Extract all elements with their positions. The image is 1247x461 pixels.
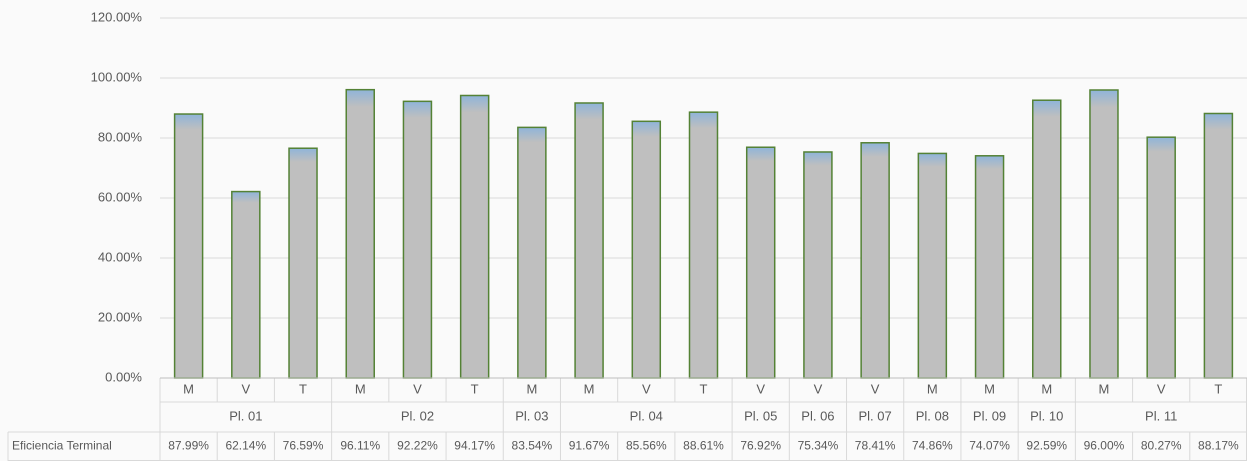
x-tick-label: V	[241, 381, 250, 396]
group-label: Pl. 05	[744, 408, 777, 423]
x-tick-label: V	[756, 381, 765, 396]
x-tick-label: M	[183, 381, 194, 396]
y-tick-label: 100.00%	[91, 69, 143, 84]
bar	[517, 126, 547, 379]
bar	[402, 100, 433, 379]
bar	[574, 102, 604, 379]
y-tick-label: 80.00%	[98, 129, 143, 144]
data-table-value: 91.67%	[569, 439, 610, 453]
group-label: Pl. 03	[515, 408, 548, 423]
group-label: Pl. 01	[229, 408, 262, 423]
data-table-value: 96.11%	[340, 439, 380, 453]
bar	[860, 142, 890, 379]
data-table-value: 92.22%	[397, 439, 438, 453]
bar	[1146, 136, 1176, 379]
x-tick-label: T	[700, 381, 708, 396]
data-table-value: 74.07%	[969, 439, 1010, 453]
x-tick-label: V	[642, 381, 651, 396]
x-tick-label: M	[1099, 381, 1110, 396]
data-table-value: 62.14%	[225, 439, 266, 453]
bar	[745, 146, 776, 379]
group-label: Pl. 06	[801, 408, 834, 423]
x-tick-label: T	[299, 381, 307, 396]
x-tick-label: M	[526, 381, 537, 396]
data-table-value: 75.34%	[798, 439, 839, 453]
x-tick-label: T	[1214, 381, 1222, 396]
y-tick-label: 0.00%	[105, 369, 142, 384]
data-table-value: 92.59%	[1026, 439, 1067, 453]
data-table-value: 78.41%	[855, 439, 896, 453]
bar	[917, 152, 948, 379]
x-tick-label: M	[984, 381, 995, 396]
group-label: Pl. 09	[973, 408, 1006, 423]
data-table-value: 85.56%	[626, 439, 667, 453]
y-tick-label: 20.00%	[98, 309, 143, 324]
data-table-value: 88.61%	[683, 439, 724, 453]
x-tick-label: M	[355, 381, 366, 396]
bar	[459, 94, 490, 379]
series-name: Eficiencia Terminal	[12, 439, 112, 453]
x-tick-label: V	[871, 381, 880, 396]
group-label: Pl. 04	[630, 408, 663, 423]
y-tick-label: 40.00%	[98, 249, 143, 264]
bar	[631, 120, 662, 379]
bar	[1203, 112, 1234, 379]
data-table-value: 87.99%	[168, 439, 209, 453]
x-tick-label: V	[814, 381, 823, 396]
bar	[231, 190, 261, 379]
x-tick-label: M	[584, 381, 595, 396]
bar	[1089, 89, 1119, 379]
bar	[1032, 99, 1062, 379]
group-label: Pl. 07	[859, 408, 892, 423]
group-label: Pl. 11	[1145, 408, 1177, 423]
y-tick-label: 120.00%	[91, 9, 143, 24]
group-label: Pl. 02	[401, 408, 434, 423]
bar	[345, 88, 375, 379]
bar	[974, 155, 1005, 379]
x-tick-label: V	[413, 381, 422, 396]
data-table-value: 88.17%	[1198, 439, 1239, 453]
y-tick-label: 60.00%	[98, 189, 143, 204]
bar	[173, 113, 204, 379]
x-tick-label: M	[927, 381, 938, 396]
data-table-value: 76.59%	[283, 439, 324, 453]
bar	[688, 111, 719, 379]
data-table-value: 76.92%	[740, 439, 781, 453]
x-tick-label: V	[1157, 381, 1166, 396]
data-table-value: 94.17%	[454, 439, 495, 453]
bar	[288, 147, 318, 379]
group-label: Pl. 10	[1030, 408, 1063, 423]
data-table-value: 83.54%	[512, 439, 553, 453]
data-table-value: 96.00%	[1084, 439, 1125, 453]
data-table-value: 80.27%	[1141, 439, 1182, 453]
x-tick-label: M	[1041, 381, 1052, 396]
group-label: Pl. 08	[916, 408, 949, 423]
data-table-value: 74.86%	[912, 439, 953, 453]
x-tick-label: T	[471, 381, 479, 396]
bar	[803, 151, 833, 379]
